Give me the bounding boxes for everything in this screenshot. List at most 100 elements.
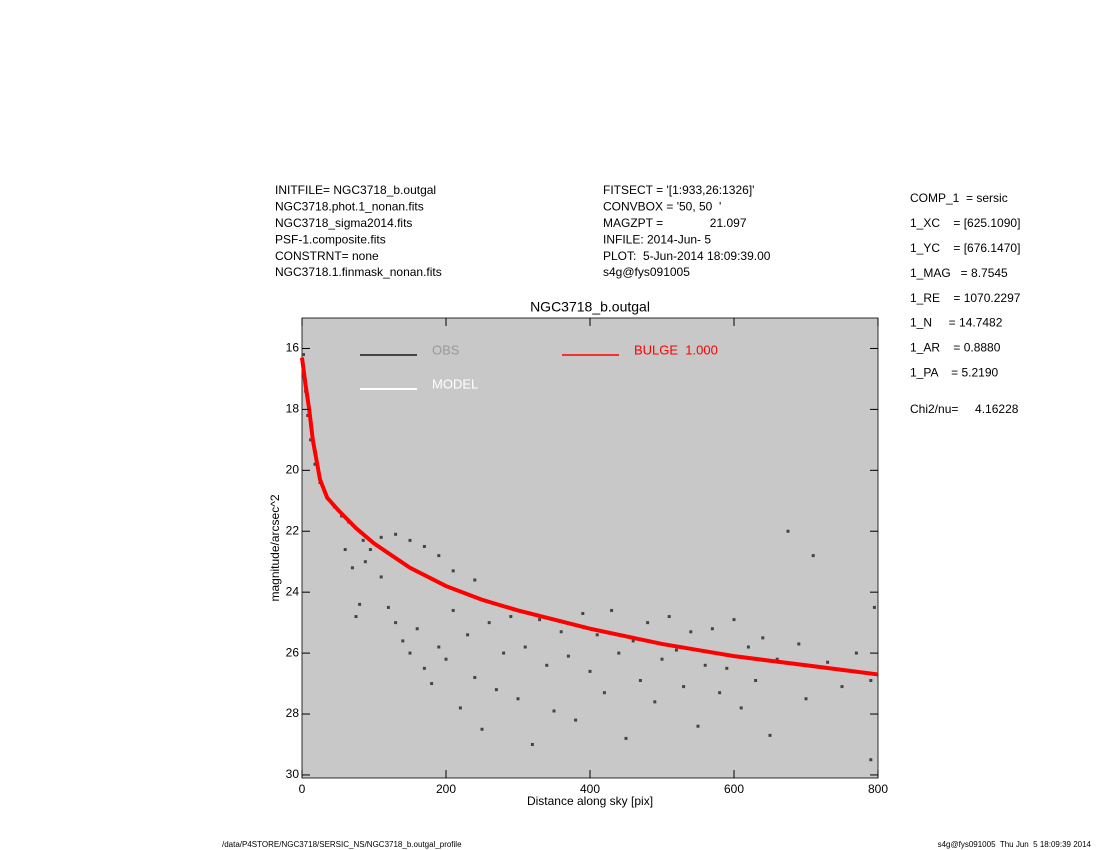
y-tick-label: 22 [286, 523, 300, 537]
obs-point [786, 529, 790, 533]
obs-point [437, 645, 441, 649]
obs-point [732, 618, 736, 622]
obs-point [869, 758, 873, 762]
obs-point [689, 630, 693, 634]
fit-parameter: 1_MAG = 8.7545 [910, 266, 1008, 280]
obs-point [811, 554, 815, 558]
obs-point [530, 742, 534, 746]
obs-point [826, 660, 830, 664]
obs-point [379, 575, 383, 579]
obs-point [667, 615, 671, 619]
x-tick-label: 600 [724, 782, 744, 796]
obs-point [451, 569, 455, 573]
header-left-line: CONSTRNT= none [275, 249, 379, 263]
model-curve [300, 357, 879, 677]
obs-point [408, 538, 412, 542]
obs-point [746, 645, 750, 649]
obs-point [552, 709, 556, 713]
fit-parameter: 1_PA = 5.2190 [910, 365, 999, 379]
y-tick-label: 30 [286, 767, 300, 781]
obs-point [840, 685, 844, 689]
obs-point [415, 627, 419, 631]
obs-point [487, 621, 491, 625]
obs-point [494, 688, 498, 692]
obs-point [682, 685, 686, 689]
header-middle-line: INFILE: 2014-Jun- 5 [603, 232, 711, 246]
fit-parameter: 1_N = 14.7482 [910, 316, 1003, 330]
obs-point [394, 532, 398, 536]
footer-stamp: s4g@fys091005 Thu Jun 5 18:09:39 2014 [938, 840, 1092, 849]
x-axis-label: Distance along sky [pix] [527, 794, 653, 808]
y-tick-label: 16 [286, 341, 300, 355]
legend-label: OBS [432, 342, 460, 357]
obs-point [617, 651, 621, 655]
header-left-line: PSF-1.composite.fits [275, 232, 386, 246]
obs-point [854, 651, 858, 655]
obs-point [869, 679, 873, 683]
obs-point [509, 615, 513, 619]
obs-point [804, 697, 808, 701]
header-left-line: INITFILE= NGC3718_b.outgal [275, 183, 436, 197]
obs-point [480, 727, 484, 731]
obs-point [602, 691, 606, 695]
header-middle-line: FITSECT = '[1:933,26:1326]' [603, 183, 754, 197]
obs-point [581, 611, 585, 615]
obs-point [588, 669, 592, 673]
obs-point [545, 663, 549, 667]
obs-point [394, 621, 398, 625]
obs-point [761, 636, 765, 640]
fit-parameter: 1_AR = 0.8880 [910, 341, 1001, 355]
obs-point [379, 535, 383, 539]
chart-title: NGC3718_b.outgal [530, 299, 650, 315]
y-tick-label: 24 [286, 584, 300, 598]
obs-point [354, 615, 358, 619]
obs-point [566, 654, 570, 658]
obs-point [538, 618, 542, 622]
legend-label: BULGE 1.000 [634, 342, 718, 357]
fit-parameter: 1_XC = [625.1090] [910, 216, 1020, 230]
obs-point [516, 697, 520, 701]
legend-label: MODEL [432, 376, 478, 391]
obs-point [401, 639, 405, 643]
obs-point [309, 438, 313, 442]
obs-point [638, 679, 642, 683]
obs-point [775, 657, 779, 661]
obs-point [350, 566, 354, 570]
obs-point [754, 679, 758, 683]
header-middle-line: s4g@fys091005 [603, 265, 690, 279]
obs-point [458, 706, 462, 710]
obs-point [624, 736, 628, 740]
obs-point [444, 657, 448, 661]
obs-point [466, 633, 470, 637]
x-tick-label: 400 [580, 782, 600, 796]
y-tick-label: 28 [286, 706, 300, 720]
obs-point [797, 642, 801, 646]
obs-point [631, 639, 635, 643]
obs-point [301, 353, 305, 357]
obs-point [739, 706, 743, 710]
obs-point [718, 691, 722, 695]
obs-point [523, 645, 527, 649]
fit-parameter: 1_RE = 1070.2297 [910, 291, 1021, 305]
obs-point [422, 544, 426, 548]
obs-point [473, 675, 477, 679]
fit-parameter: COMP_1 = sersic [910, 191, 1008, 205]
obs-point [343, 548, 347, 552]
chi2: Chi2/nu= 4.16228 [910, 402, 1019, 416]
obs-point [361, 538, 365, 542]
obs-point [386, 605, 390, 609]
obs-point [660, 657, 664, 661]
obs-point [502, 651, 506, 655]
plot-area [301, 317, 879, 779]
obs-point [363, 560, 367, 564]
header-left-line: NGC3718.1.finmask_nonan.fits [275, 265, 442, 279]
obs-point [559, 630, 563, 634]
obs-point [653, 700, 657, 704]
obs-point [430, 682, 434, 686]
y-axis-label: magnitude/arcsec^2 [268, 494, 282, 601]
y-tick-label: 18 [286, 402, 300, 416]
obs-point [703, 663, 707, 667]
obs-point [437, 554, 441, 558]
obs-point [574, 718, 578, 722]
